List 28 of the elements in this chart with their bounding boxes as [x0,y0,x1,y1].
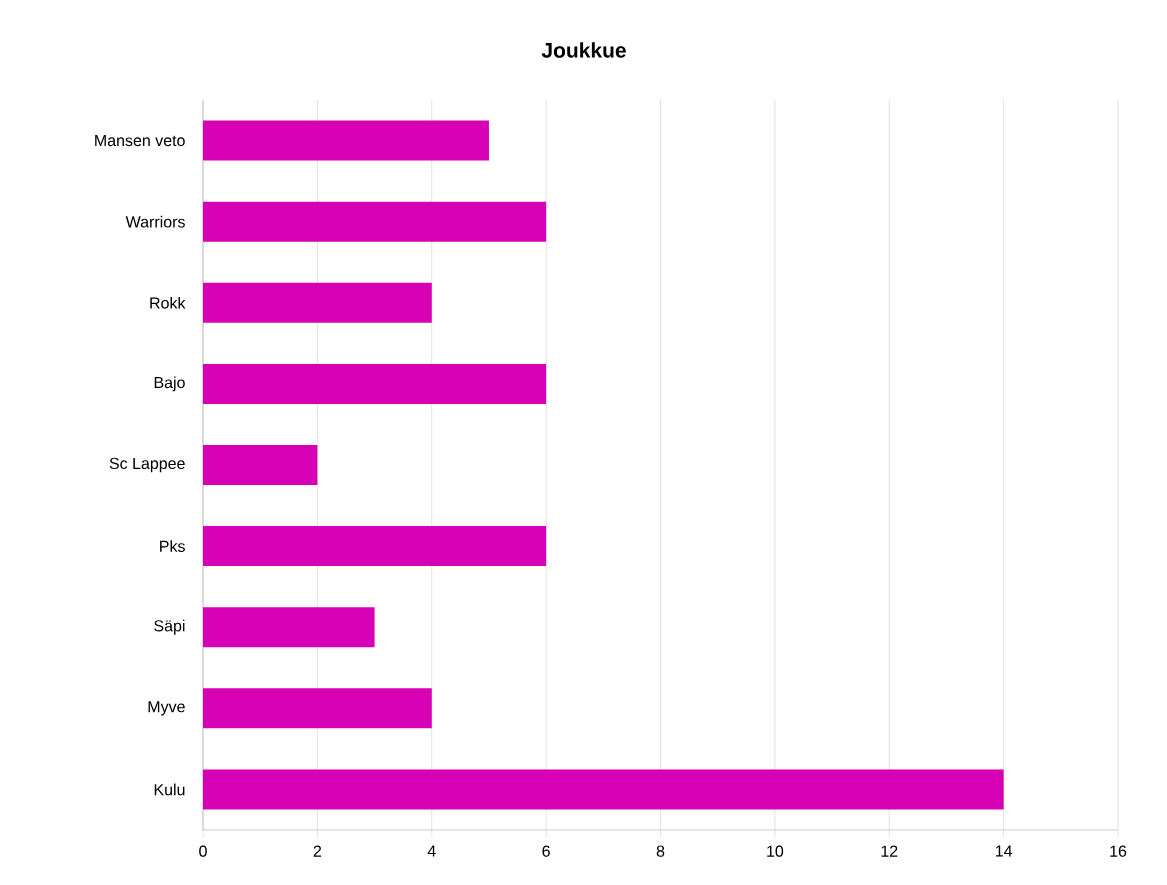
x-tick-label: 12 [881,845,898,857]
y-tick-label: Bajo [154,376,185,392]
bar [203,282,432,323]
x-tick-label: 16 [1110,845,1127,857]
x-tick-label: 8 [656,845,665,857]
bar [203,120,489,161]
x-tick-label: 6 [542,845,550,857]
bar [203,444,318,485]
bar [203,363,547,404]
y-tick-label: Rokk [150,296,186,309]
y-tick-label: Myve [148,701,185,716]
bar [203,201,547,242]
y-tick-label: Säpi [154,619,185,635]
bar [203,607,375,648]
bar [203,688,432,729]
x-tick-label: 14 [995,845,1013,857]
y-tick-label: Pks [160,540,185,552]
y-tick-label: Kulu [154,783,185,796]
chart-title: Joukkue [541,42,626,58]
x-tick-label: 10 [767,845,784,857]
bar [203,769,1004,810]
y-tick-label: Mansen veto [95,134,185,147]
y-tick-label: Sc Lappee [109,457,185,473]
x-tick-label: 4 [427,845,436,857]
bar [203,526,547,567]
x-tick-label: 0 [199,845,207,857]
x-tick-label: 2 [313,845,322,857]
y-tick-label: Warriors [125,215,185,228]
